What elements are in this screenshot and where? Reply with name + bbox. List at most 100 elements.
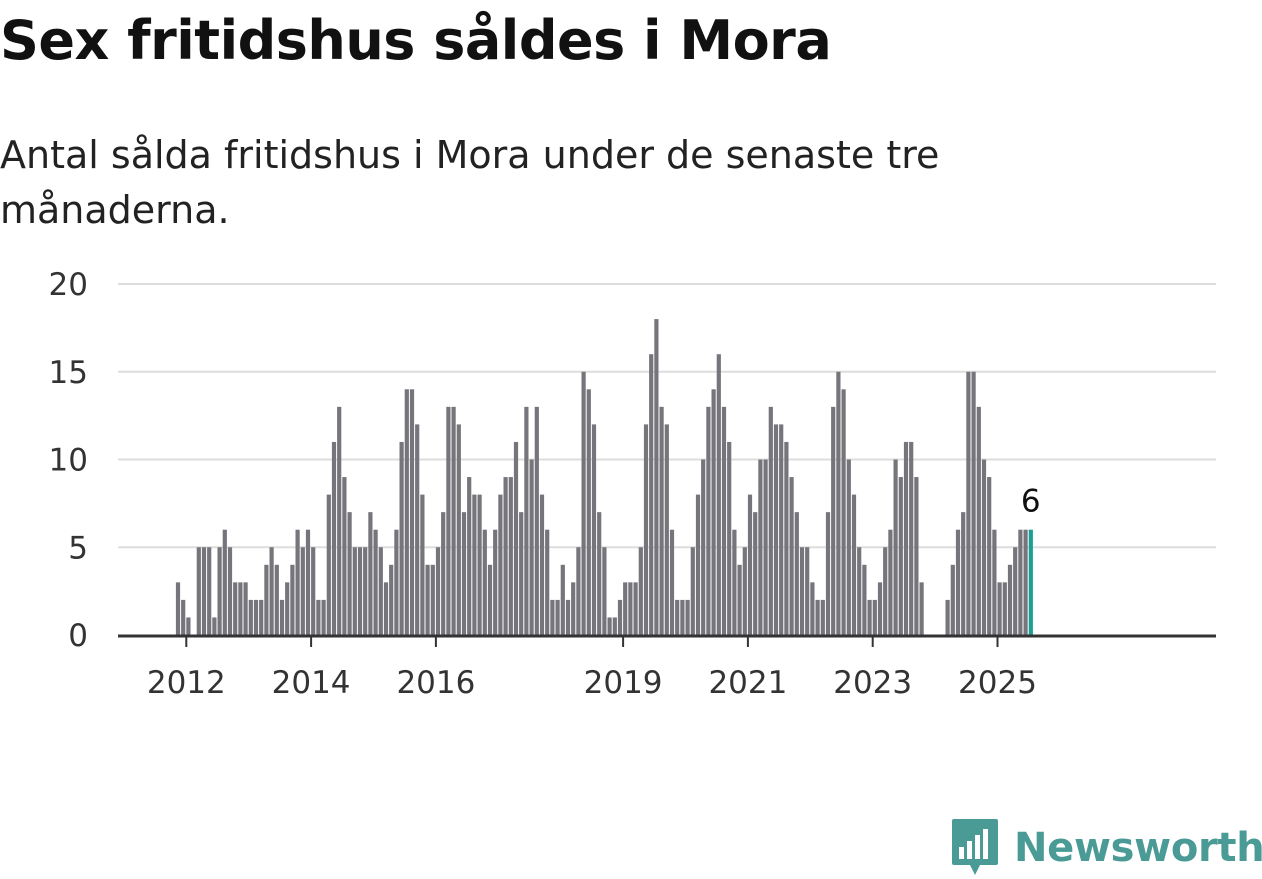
bar (503, 477, 508, 635)
bar (992, 529, 997, 635)
x-tick-label: 2012 (147, 665, 226, 701)
bar (373, 529, 378, 635)
bar-chart: 0 5 10 15 20 2012 2014 2016 2019 2021 2023 2025 6 (49, 267, 1216, 701)
bar (461, 512, 467, 635)
bar (217, 547, 222, 635)
bar (326, 494, 331, 635)
bar (851, 494, 857, 635)
x-tick-label: 2023 (833, 665, 912, 701)
bar (383, 582, 389, 635)
bar (227, 547, 233, 635)
bar (222, 529, 227, 635)
bar (721, 406, 727, 635)
bar (290, 564, 295, 635)
bar (810, 582, 815, 635)
bar (238, 582, 243, 635)
x-tick-label: 2016 (396, 665, 475, 701)
chart-subtitle: Antal sålda fritidshus i Mora under de s… (0, 133, 940, 232)
bar (248, 599, 253, 635)
bar (825, 512, 831, 635)
bar (1007, 564, 1013, 635)
bar (716, 354, 721, 635)
bar (675, 599, 680, 635)
bar-latest (1028, 529, 1033, 635)
bar (352, 547, 357, 635)
bar (695, 494, 701, 635)
bar (909, 441, 914, 635)
bar (430, 564, 435, 635)
bar (425, 564, 430, 635)
bar (201, 547, 207, 635)
bar (467, 477, 472, 635)
bar (981, 459, 987, 635)
bar (331, 441, 337, 635)
bar (877, 582, 883, 635)
bar (690, 547, 695, 635)
bar (534, 406, 539, 635)
last-value-label: 6 (1021, 484, 1041, 520)
bar (519, 512, 524, 635)
bar (945, 599, 950, 635)
x-tick-label: 2019 (584, 665, 663, 701)
bar (279, 599, 285, 635)
bar (305, 529, 311, 635)
bar (477, 494, 482, 635)
bar (399, 441, 404, 635)
bar (903, 441, 909, 635)
bar (456, 424, 461, 635)
bar (602, 547, 607, 635)
bar (368, 512, 373, 635)
bar (207, 547, 212, 635)
bar (311, 547, 316, 635)
bar (378, 547, 383, 635)
bar (295, 529, 300, 635)
bar (987, 477, 992, 635)
bar (820, 599, 825, 635)
bar (1023, 529, 1028, 635)
bar (285, 582, 290, 635)
bar (758, 459, 763, 635)
bar (565, 599, 571, 635)
bar (404, 389, 409, 635)
bar (888, 529, 893, 635)
bar (482, 529, 487, 635)
bar (654, 319, 659, 635)
bar (799, 547, 805, 635)
bar (971, 371, 976, 635)
bar (186, 617, 191, 635)
bar (623, 582, 628, 635)
bar (955, 529, 961, 635)
y-tick-label: 15 (49, 355, 88, 391)
bar (617, 599, 623, 635)
bar (347, 512, 352, 635)
bar (493, 529, 498, 635)
bar (524, 406, 529, 635)
bar (815, 599, 820, 635)
bar (337, 406, 342, 635)
bar (836, 371, 841, 635)
bar (513, 441, 519, 635)
bar (997, 582, 1002, 635)
bar (862, 564, 867, 635)
bar (893, 459, 898, 635)
bar (706, 406, 711, 635)
bar (342, 477, 347, 635)
bar (779, 424, 784, 635)
y-tick-label: 0 (68, 618, 88, 654)
bar (747, 494, 753, 635)
bar (274, 564, 279, 635)
bar (872, 599, 877, 635)
bar (753, 512, 758, 635)
bar (680, 599, 685, 635)
bar (435, 547, 441, 635)
bar (711, 389, 716, 635)
y-tick-label: 20 (49, 267, 88, 303)
bar (857, 547, 862, 635)
bar (269, 547, 274, 635)
bar (212, 617, 217, 635)
bar (1018, 529, 1023, 635)
bar (846, 459, 851, 635)
bar (498, 494, 503, 635)
bar (883, 547, 888, 635)
bar (961, 512, 966, 635)
